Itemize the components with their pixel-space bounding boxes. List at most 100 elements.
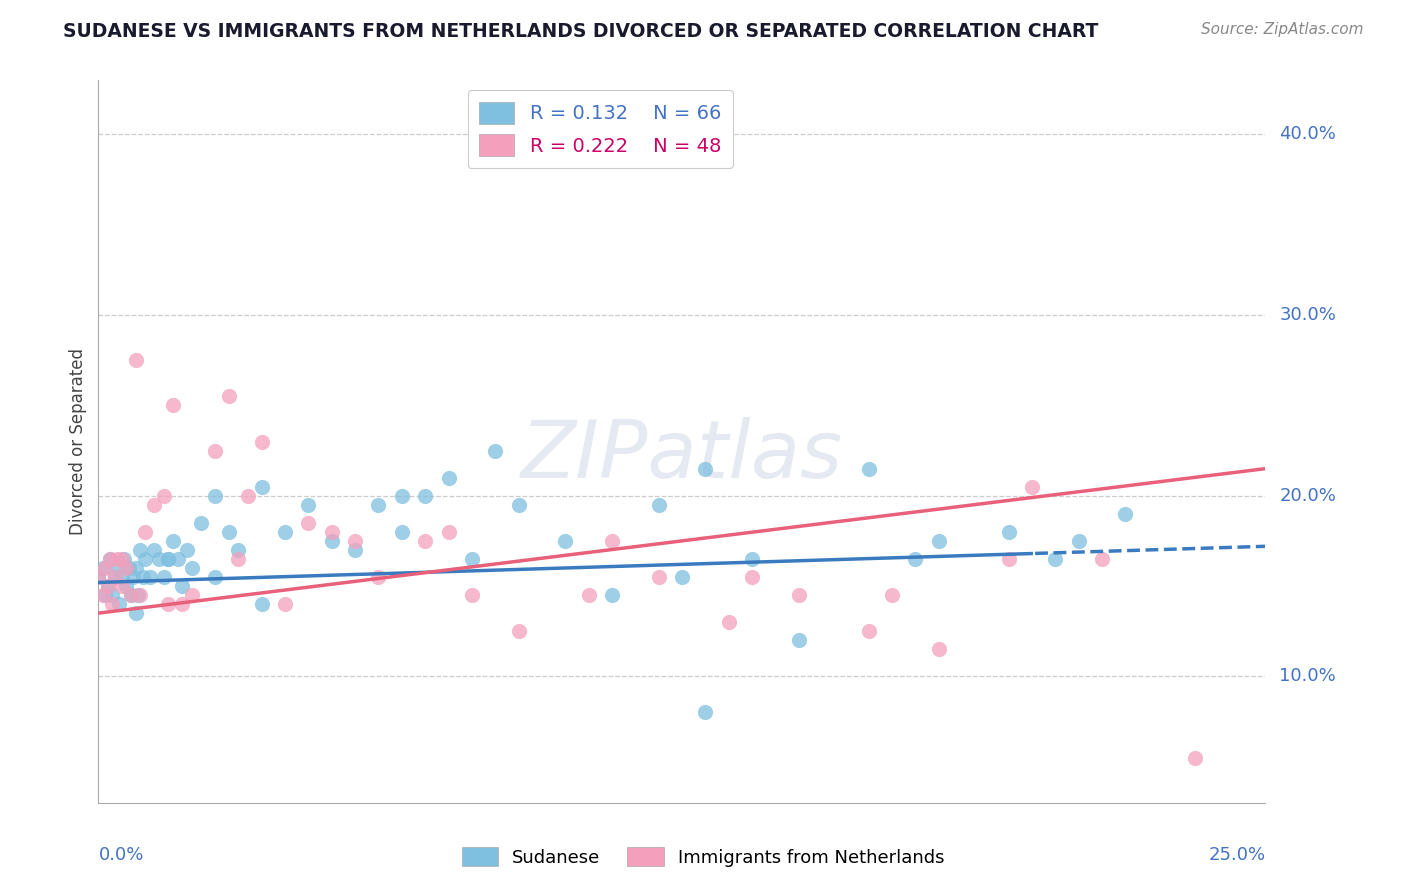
Immigrants from Netherlands (98, 552, 121, 566)
Sudanese (297, 498, 319, 512)
Immigrants from Netherlands (91, 588, 114, 602)
Sudanese (787, 633, 810, 648)
Sudanese (97, 579, 120, 593)
Sudanese (391, 524, 413, 539)
Sudanese (600, 588, 623, 602)
Sudanese (132, 570, 155, 584)
Sudanese (204, 489, 226, 503)
Text: 10.0%: 10.0% (1279, 667, 1336, 685)
Sudanese (367, 498, 389, 512)
Sudanese (218, 524, 240, 539)
Sudanese (391, 489, 413, 503)
Text: 0.0%: 0.0% (98, 847, 143, 864)
Sudanese (122, 570, 145, 584)
Sudanese (508, 498, 530, 512)
Immigrants from Netherlands (741, 570, 763, 584)
Sudanese (274, 524, 297, 539)
Sudanese (250, 597, 273, 611)
Sudanese (112, 552, 135, 566)
Sudanese (91, 561, 114, 575)
Immigrants from Netherlands (111, 579, 134, 593)
Immigrants from Netherlands (274, 597, 297, 611)
Immigrants from Netherlands (115, 561, 138, 575)
Immigrants from Netherlands (125, 353, 148, 368)
Sudanese (94, 588, 117, 602)
Text: 20.0%: 20.0% (1279, 487, 1336, 505)
Sudanese (157, 552, 180, 566)
Immigrants from Netherlands (94, 561, 117, 575)
Sudanese (180, 561, 202, 575)
Immigrants from Netherlands (87, 570, 110, 584)
Immigrants from Netherlands (97, 579, 120, 593)
Sudanese (104, 570, 127, 584)
Legend: Sudanese, Immigrants from Netherlands: Sudanese, Immigrants from Netherlands (454, 840, 952, 874)
Sudanese (250, 480, 273, 494)
Sudanese (129, 542, 152, 557)
Sudanese (484, 443, 506, 458)
Immigrants from Netherlands (600, 533, 623, 548)
Text: SUDANESE VS IMMIGRANTS FROM NETHERLANDS DIVORCED OR SEPARATED CORRELATION CHART: SUDANESE VS IMMIGRANTS FROM NETHERLANDS … (63, 22, 1098, 41)
Sudanese (904, 552, 927, 566)
Immigrants from Netherlands (111, 552, 134, 566)
Immigrants from Netherlands (105, 552, 128, 566)
Sudanese (997, 524, 1019, 539)
Immigrants from Netherlands (129, 588, 152, 602)
Immigrants from Netherlands (104, 570, 127, 584)
Text: ZIPatlas: ZIPatlas (520, 417, 844, 495)
Immigrants from Netherlands (297, 516, 319, 530)
Sudanese (228, 542, 250, 557)
Immigrants from Netherlands (508, 624, 530, 639)
Sudanese (87, 570, 110, 584)
Sudanese (176, 542, 198, 557)
Sudanese (695, 706, 717, 720)
Sudanese (461, 552, 484, 566)
Sudanese (120, 588, 142, 602)
Immigrants from Netherlands (437, 524, 460, 539)
Text: Source: ZipAtlas.com: Source: ZipAtlas.com (1201, 22, 1364, 37)
Immigrants from Netherlands (218, 389, 240, 403)
Sudanese (321, 533, 343, 548)
Immigrants from Netherlands (1021, 480, 1043, 494)
Immigrants from Netherlands (101, 597, 124, 611)
Immigrants from Netherlands (1184, 750, 1206, 764)
Sudanese (172, 579, 194, 593)
Sudanese (143, 542, 166, 557)
Immigrants from Netherlands (928, 642, 950, 657)
Immigrants from Netherlands (152, 489, 174, 503)
Sudanese (152, 570, 174, 584)
Sudanese (111, 570, 134, 584)
Immigrants from Netherlands (134, 524, 156, 539)
Sudanese (671, 570, 693, 584)
Sudanese (98, 552, 121, 566)
Immigrants from Netherlands (228, 552, 250, 566)
Sudanese (105, 561, 128, 575)
Sudanese (1045, 552, 1067, 566)
Immigrants from Netherlands (204, 443, 226, 458)
Immigrants from Netherlands (180, 588, 202, 602)
Sudanese (344, 542, 367, 557)
Sudanese (554, 533, 576, 548)
Sudanese (125, 561, 148, 575)
Immigrants from Netherlands (172, 597, 194, 611)
Sudanese (148, 552, 170, 566)
Immigrants from Netherlands (880, 588, 903, 602)
Immigrants from Netherlands (787, 588, 810, 602)
Immigrants from Netherlands (157, 597, 180, 611)
Text: 40.0%: 40.0% (1279, 126, 1336, 144)
Sudanese (437, 471, 460, 485)
Sudanese (134, 552, 156, 566)
Immigrants from Netherlands (236, 489, 259, 503)
Sudanese (190, 516, 212, 530)
Sudanese (127, 588, 149, 602)
Immigrants from Netherlands (162, 398, 184, 412)
Immigrants from Netherlands (578, 588, 600, 602)
Sudanese (118, 561, 141, 575)
Immigrants from Netherlands (344, 533, 367, 548)
Sudanese (695, 461, 717, 475)
Text: 30.0%: 30.0% (1279, 306, 1336, 324)
Immigrants from Netherlands (321, 524, 343, 539)
Sudanese (1067, 533, 1090, 548)
Text: 25.0%: 25.0% (1208, 847, 1265, 864)
Sudanese (928, 533, 950, 548)
Legend: R = 0.132    N = 66, R = 0.222    N = 48: R = 0.132 N = 66, R = 0.222 N = 48 (468, 90, 733, 168)
